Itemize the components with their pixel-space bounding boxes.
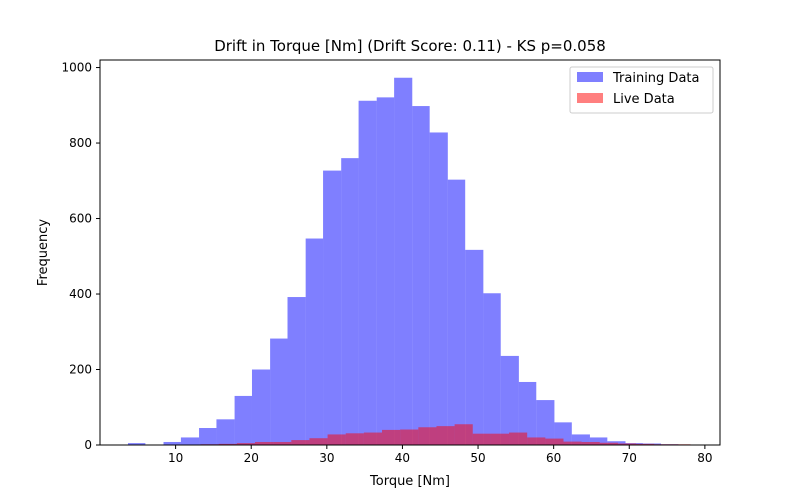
y-tick-label: 0 [84,438,92,452]
bar-training-data-12 [341,158,359,445]
bar-training-data-18 [447,179,466,445]
bar-live-data-20 [527,437,546,445]
bar-training-data-19 [465,249,484,445]
bar-training-data-13 [358,100,377,445]
bar-live-data-22 [563,441,582,445]
bar-live-data-7 [291,440,310,445]
bar-training-data-14 [376,97,395,446]
y-tick-label: 600 [69,212,92,226]
bar-live-data-10 [345,433,364,445]
bar-live-data-24 [599,442,618,445]
bar-training-data-25 [571,434,590,445]
bar-live-data-11 [363,432,383,445]
x-axis-label: Torque [Nm] [369,474,450,489]
bar-training-data-7 [251,369,271,445]
legend-label-training-data: Training Data [612,71,699,86]
bar-training-data-6 [234,395,252,445]
x-tick-label: 50 [470,451,485,465]
bar-training-data-20 [483,293,501,445]
bar-training-data-9 [287,297,306,445]
legend-swatch-training-data [577,72,603,82]
x-tick-label: 60 [546,451,561,465]
bar-live-data-4 [236,443,255,445]
bar-training-data-16 [412,106,430,446]
x-axis-ticks: 10 20 30 40 50 60 70 80 [168,445,713,465]
bar-training-data-17 [429,132,448,445]
bar-live-data-8 [309,438,328,445]
bar-live-data-9 [327,434,346,445]
bars-layer [127,77,709,446]
legend-swatch-live-data [577,93,603,103]
y-tick-label: 400 [69,287,92,301]
bar-live-data-13 [400,429,419,445]
bar-live-data-3 [218,443,237,445]
x-tick-label: 20 [244,451,259,465]
chart-title: Drift in Torque [Nm] (Drift Score: 0.11)… [214,37,606,55]
bar-training-data-4 [199,428,217,445]
x-tick-label: 40 [395,451,410,465]
bar-live-data-17 [472,433,491,445]
bar-training-data-26 [589,437,608,445]
bar-live-data-19 [509,432,528,445]
bar-live-data-25 [617,443,637,445]
bar-live-data-6 [273,441,292,445]
legend-box [569,66,714,114]
legend: Training Data Live Data [569,66,714,114]
legend-label-live-data: Live Data [613,92,675,107]
bar-training-data-3 [180,437,200,445]
x-tick-label: 70 [622,451,637,465]
bar-live-data-23 [581,441,600,445]
bar-training-data-2 [163,441,181,445]
bar-live-data-12 [382,429,401,445]
bar-training-data-11 [323,170,342,445]
bar-live-data-18 [490,433,510,445]
bar-training-data-0 [127,443,146,445]
bar-live-data-26 [636,443,655,445]
bar-live-data-21 [545,438,564,445]
bar-live-data-14 [418,427,437,445]
bar-training-data-5 [216,419,235,445]
x-tick-label: 10 [168,451,183,465]
y-tick-label: 1000 [61,61,92,75]
plot-frame [99,59,721,446]
bar-live-data-5 [255,441,274,445]
bar-training-data-15 [394,77,413,446]
bar-training-data-21 [500,355,519,445]
bar-live-data-15 [436,426,455,445]
y-axis-label: Frequency [36,219,51,286]
x-tick-label: 80 [697,451,712,465]
y-tick-label: 800 [69,136,92,150]
bar-live-data-16 [454,424,473,445]
bar-training-data-23 [536,400,555,445]
bar-training-data-10 [305,238,324,445]
bar-training-data-8 [270,338,288,445]
y-tick-label: 200 [69,363,92,377]
bar-training-data-22 [518,381,537,445]
x-tick-label: 30 [319,451,334,465]
y-axis-ticks: 0 200 400 600 800 1000 [61,61,100,452]
